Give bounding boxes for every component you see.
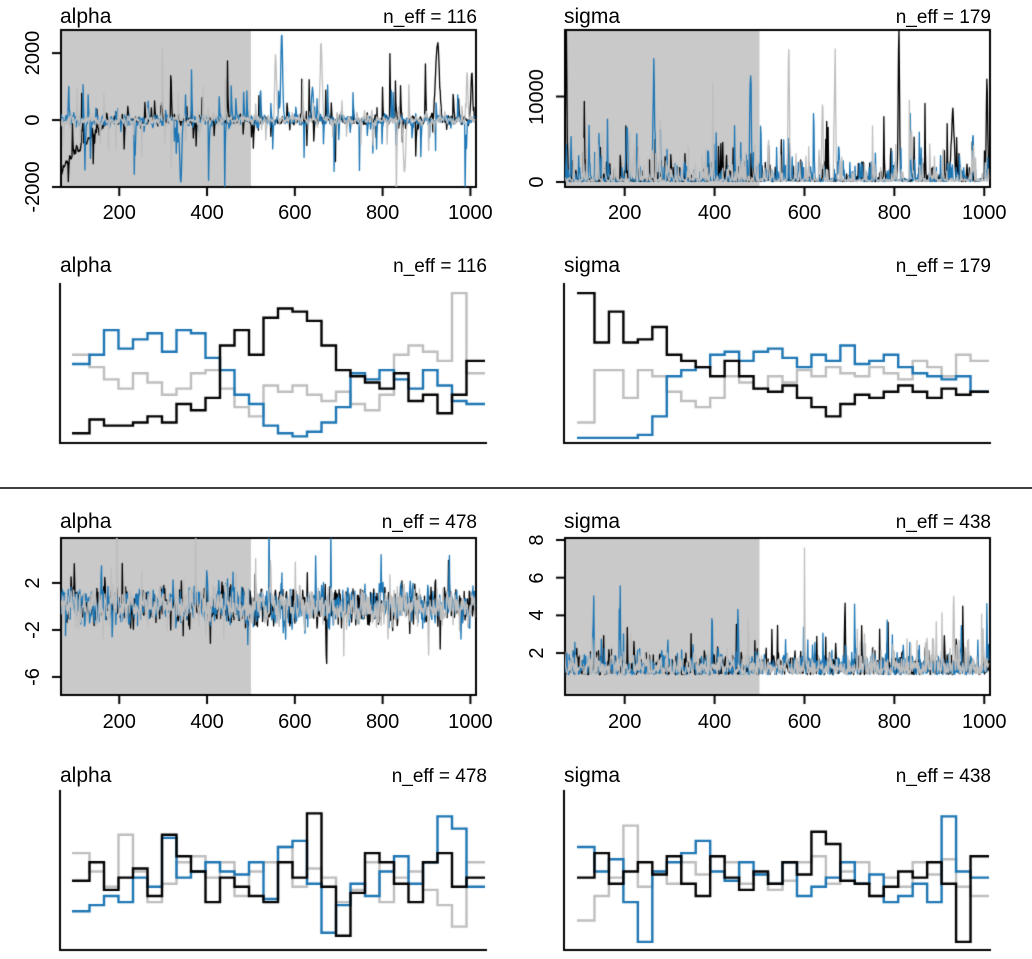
y-axis-tick-label: 2 [22, 577, 44, 589]
n-eff-label: n_eff = 438 [895, 766, 991, 787]
x-axis-tick-label: 400 [190, 202, 224, 224]
x-axis-tick-label: 600 [787, 202, 822, 224]
trace-plot-canvas-sigma-good [516, 490, 1032, 740]
panel-title: sigma [564, 5, 621, 28]
panel-title: alpha [60, 764, 112, 787]
y-axis-tick-label: 8 [526, 534, 548, 546]
y-axis-tick-label: -2000 [22, 161, 44, 213]
x-axis-tick-label: 600 [278, 711, 312, 733]
panel-title: alpha [60, 254, 112, 277]
trank-panel-sigma-poor: sigma n_eff = 179 [516, 230, 1032, 450]
y-axis-tick-label: 4 [526, 609, 548, 621]
x-axis-tick-label: 800 [365, 711, 400, 733]
x-axis-tick-label: 800 [365, 202, 400, 224]
trank-plot-canvas-sigma-good [516, 740, 1032, 959]
x-axis-tick-label: 800 [877, 711, 912, 733]
y-axis-tick-label: 2000 [22, 30, 44, 76]
x-axis-tick-label: 200 [102, 711, 136, 733]
n-eff-label: n_eff = 179 [895, 7, 991, 28]
trank-panel-alpha-poor: alpha n_eff = 116 [0, 230, 516, 450]
panel-title: alpha [60, 5, 112, 28]
y-axis-tick-label: -2 [22, 621, 44, 639]
n-eff-label: n_eff = 478 [381, 512, 477, 533]
x-axis-tick-label: 600 [278, 202, 312, 224]
panel-title: sigma [564, 764, 621, 787]
x-axis-tick-label: 800 [877, 202, 912, 224]
panel-title: alpha [60, 510, 112, 533]
x-axis-tick-label: 200 [102, 202, 136, 224]
x-axis-tick-label: 1000 [448, 202, 493, 224]
trace-plot-canvas-sigma-poor [516, 0, 1032, 230]
x-axis-tick-label: 400 [190, 711, 224, 733]
n-eff-label: n_eff = 179 [895, 256, 991, 277]
trace-panel-sigma-poor: sigma n_eff = 179 200 400 600 800 1000 0 10000 [516, 0, 1032, 230]
y-axis-tick-label: 2 [526, 647, 548, 659]
trank-plot-canvas-alpha-poor [0, 230, 516, 450]
n-eff-label: n_eff = 116 [383, 7, 477, 28]
y-axis-tick-label: -6 [22, 668, 44, 686]
trank-panel-sigma-good: sigma n_eff = 438 [516, 740, 1032, 959]
y-axis-tick-label: 6 [526, 572, 548, 584]
panel-title: sigma [564, 254, 621, 277]
x-axis-tick-label: 200 [607, 202, 642, 224]
trace-panel-sigma-good: sigma n_eff = 438 200 400 600 800 1000 2 4 6 8 [516, 490, 1032, 740]
x-axis-tick-label: 1000 [448, 711, 493, 733]
x-axis-tick-label: 400 [697, 202, 732, 224]
x-axis-tick-label: 600 [787, 711, 822, 733]
panel-title: sigma [564, 510, 621, 533]
trank-plot-canvas-sigma-poor [516, 230, 1032, 450]
y-axis-tick-label: 0 [526, 176, 548, 188]
y-axis-tick-label: 10000 [526, 68, 548, 125]
trank-panel-alpha-good: alpha n_eff = 478 [0, 740, 516, 959]
trace-plot-canvas-alpha-poor [0, 0, 516, 230]
trank-plot-canvas-alpha-good [0, 740, 516, 959]
n-eff-label: n_eff = 116 [393, 256, 487, 277]
trace-plot-canvas-alpha-good [0, 490, 516, 740]
x-axis-tick-label: 1000 [962, 202, 1007, 224]
y-axis-tick-label: 0 [22, 114, 44, 126]
x-axis-tick-label: 200 [607, 711, 642, 733]
trace-panel-alpha-good: alpha n_eff = 478 200 400 600 800 1000 -6 -2 2 [0, 490, 516, 740]
n-eff-label: n_eff = 438 [895, 512, 991, 533]
trace-panel-alpha-poor: alpha n_eff = 116 200 400 600 800 1000 -2000 0… [0, 0, 516, 230]
section-divider-line [0, 487, 1032, 489]
x-axis-tick-label: 400 [697, 711, 732, 733]
n-eff-label: n_eff = 478 [391, 766, 487, 787]
x-axis-tick-label: 1000 [962, 711, 1007, 733]
